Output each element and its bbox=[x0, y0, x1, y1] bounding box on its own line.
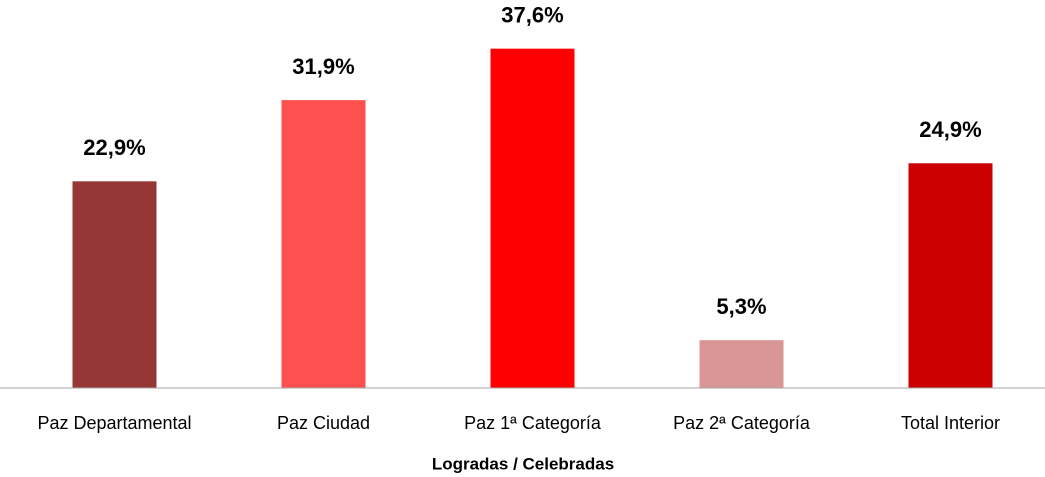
value-label: 5,3% bbox=[716, 294, 766, 319]
bar bbox=[72, 181, 157, 388]
value-label: 22,9% bbox=[83, 135, 145, 160]
x-axis-title: Logradas / Celebradas bbox=[432, 454, 614, 473]
x-tick-label: Paz 2ª Categoría bbox=[673, 413, 811, 433]
x-tick-label: Paz 1ª Categoría bbox=[464, 413, 602, 433]
bar bbox=[490, 48, 575, 388]
bar bbox=[699, 340, 784, 388]
x-tick-label: Total Interior bbox=[901, 413, 1000, 433]
bar bbox=[908, 163, 993, 388]
value-label: 37,6% bbox=[501, 2, 563, 27]
x-tick-label: Paz Departamental bbox=[37, 413, 191, 433]
x-tick-label: Paz Ciudad bbox=[277, 413, 370, 433]
value-label: 31,9% bbox=[292, 54, 354, 79]
bar bbox=[281, 100, 366, 388]
value-label: 24,9% bbox=[919, 117, 981, 142]
